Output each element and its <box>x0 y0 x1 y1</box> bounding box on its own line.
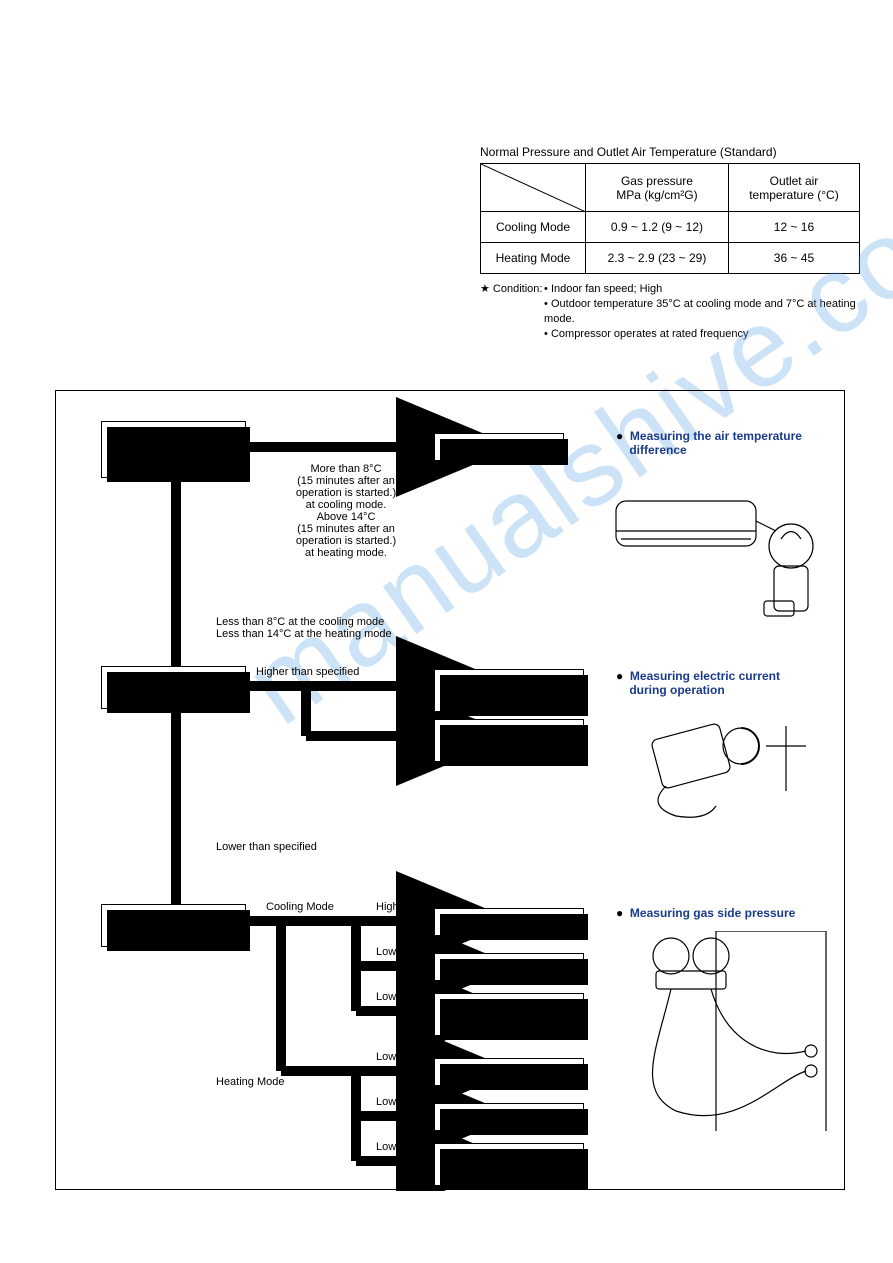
condition-item: • Outdoor temperature 35°C at cooling mo… <box>544 297 860 327</box>
node-insufficient-ref-1: Insufficient refrigerant <box>434 953 584 981</box>
text: Inefficient compressor <box>453 916 565 928</box>
conditions: ★ Condition: • Indoor fan speed; High • … <box>480 282 860 341</box>
text: Insufficient refrigerant <box>454 961 564 973</box>
caption-measure-current: ● Measuring electric current during oper… <box>616 669 780 697</box>
node-insufficient-ref-2: Insufficient refrigerant <box>434 1103 584 1131</box>
text: Outdoor temperature 35°C at cooling mode… <box>544 298 856 325</box>
node-gas-pressure: Gas side pressure <box>101 904 246 947</box>
text: Difference in the intake <box>115 429 232 441</box>
text: Clogged strainer or <box>460 1151 558 1163</box>
row-heating-label: Heating Mode <box>481 243 586 274</box>
text: operation is started.) <box>296 535 396 547</box>
text: MPa (kg/cm²G) <box>616 188 697 202</box>
col-gas-pressure: Gas pressure MPa (kg/cm²G) <box>586 164 729 212</box>
flowchart: Difference in the intake and outlet air … <box>55 390 845 1190</box>
text: Clogged strainer or <box>460 1001 558 1013</box>
text: Less than 14°C at the heating mode <box>216 628 392 640</box>
table-corner-cell <box>481 164 586 212</box>
text: Above 14°C <box>317 511 376 523</box>
text: Indoor fan speed; High <box>551 283 662 295</box>
text: Measuring electric current <box>630 669 780 683</box>
caption-measure-temp: ● Measuring the air temperature differen… <box>616 429 802 457</box>
cell: 0.9 ~ 1.2 (9 ~ 12) <box>586 212 729 243</box>
label-low-4: Low <box>376 1096 396 1108</box>
node-inefficient-comp-2: Inefficient compressor <box>434 1058 584 1086</box>
label-cooling-mode: Cooling Mode <box>266 901 334 913</box>
node-temp-diff: Difference in the intake and outlet air … <box>101 421 246 478</box>
node-clogged-1: Clogged strainer or capillary tube <box>434 993 584 1036</box>
page: Normal Pressure and Outlet Air Temperatu… <box>0 0 893 1263</box>
label-more-than-8: More than 8°C (15 minutes after an opera… <box>271 463 421 559</box>
text: current during operation <box>112 688 234 700</box>
node-current-value: Value of electric current during operati… <box>101 666 246 709</box>
condition-prefix: ★ Condition: <box>480 282 544 341</box>
text: air temperatures <box>132 458 216 470</box>
illustration-ac-unit-icon <box>606 471 826 621</box>
text: of refrigerant <box>476 741 541 753</box>
text: Normal <box>480 441 517 453</box>
node-dusty-condenser: Dusty condenser preventing heat radiatio… <box>434 669 584 712</box>
pressure-table: Gas pressure MPa (kg/cm²G) Outlet air te… <box>480 163 860 274</box>
text: difference <box>629 443 686 457</box>
row-cooling-label: Cooling Mode <box>481 212 586 243</box>
text: (15 minutes after an <box>297 523 395 535</box>
col-outlet-temp: Outlet air temperature (°C) <box>728 164 859 212</box>
text: (15 minutes after an <box>297 475 395 487</box>
label-high: High <box>376 901 399 913</box>
text: Measuring the air temperature <box>630 429 802 443</box>
cell: 36 ~ 45 <box>728 243 859 274</box>
text: at cooling mode. <box>306 499 387 511</box>
text: More than 8°C <box>310 463 381 475</box>
text: Gas side <box>151 912 196 924</box>
node-inefficient-comp-1: Inefficient compressor <box>434 908 584 936</box>
text: capillary tube <box>475 1015 543 1027</box>
text: Compressor operates at rated frequency <box>551 328 749 340</box>
text: Inefficient compressor <box>453 1066 565 1078</box>
text: preventing heat radiation <box>446 691 573 703</box>
label-higher: Higher than specified <box>256 666 359 678</box>
text: at heating mode. <box>305 547 387 559</box>
cell: 2.3 ~ 2.9 (23 ~ 29) <box>586 243 729 274</box>
illustration-manifold-gauge-icon <box>616 931 836 1151</box>
text: capillary tube <box>475 1165 543 1177</box>
label-low-3: Low <box>376 1051 396 1063</box>
text: Outlet air <box>770 174 819 188</box>
illustration-clamp-meter-icon <box>626 711 826 831</box>
text: Measuring gas side pressure <box>630 906 795 920</box>
node-clogged-2: Clogged strainer or capillary tube <box>434 1143 584 1186</box>
condition-item: • Compressor operates at rated frequency <box>544 327 860 342</box>
text: operation is started.) <box>296 487 396 499</box>
table-title: Normal Pressure and Outlet Air Temperatu… <box>480 145 860 159</box>
label-lower: Lower than specified <box>216 841 317 853</box>
text: and outlet <box>148 443 199 455</box>
text: Value of electric <box>133 674 214 686</box>
label-low-2: Low <box>376 991 396 1003</box>
condition-item: • Indoor fan speed; High <box>544 282 860 297</box>
text: Insufficient refrigerant <box>454 1111 564 1123</box>
pressure-table-region: Normal Pressure and Outlet Air Temperatu… <box>480 145 860 341</box>
label-low-5: Low <box>376 1141 396 1153</box>
node-normal: Normal <box>434 433 564 461</box>
text: Less than 8°C at the cooling mode <box>216 616 384 628</box>
label-less-than-8: Less than 8°C at the cooling mode Less t… <box>216 616 392 640</box>
text: during operation <box>629 683 724 697</box>
node-excessive-refrigerant: Excessive amount of refrigerant <box>434 719 584 762</box>
text: Gas pressure <box>621 174 693 188</box>
text: pressure <box>151 926 196 938</box>
label-low-1: Low <box>376 946 396 958</box>
caption-measure-pressure: ● Measuring gas side pressure <box>616 906 795 920</box>
text: Dusty condenser <box>466 677 552 689</box>
text: Excessive amount <box>462 727 555 739</box>
cell: 12 ~ 16 <box>728 212 859 243</box>
text: temperature (°C) <box>749 188 839 202</box>
label-heating-mode: Heating Mode <box>216 1076 285 1088</box>
